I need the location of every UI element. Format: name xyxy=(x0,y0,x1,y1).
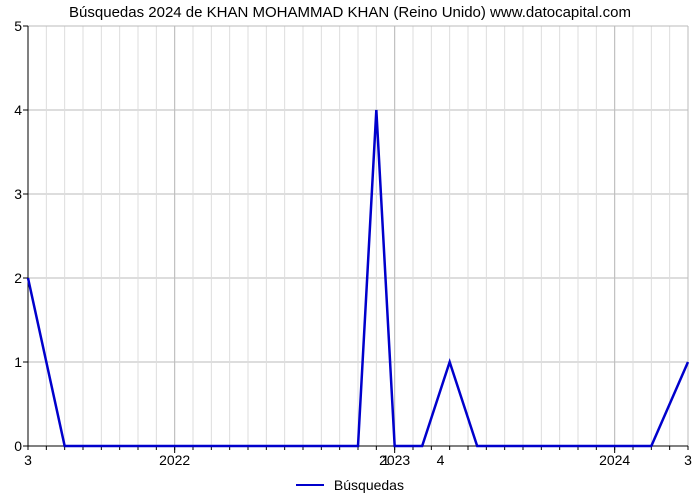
y-tick-label: 2 xyxy=(14,270,28,286)
legend-swatch xyxy=(296,484,324,486)
x-tick-label: 2024 xyxy=(599,446,630,468)
data-point-label: 3 xyxy=(24,446,32,468)
y-tick-label: 1 xyxy=(14,354,28,370)
data-point-label: 3 xyxy=(684,446,692,468)
legend-label: Búsquedas xyxy=(334,477,404,493)
chart-container: Búsquedas 2024 de KHAN MOHAMMAD KHAN (Re… xyxy=(0,0,700,500)
data-point-label: 4 xyxy=(437,446,445,468)
legend: Búsquedas xyxy=(0,476,700,493)
y-tick-label: 5 xyxy=(14,18,28,34)
y-tick-label: 4 xyxy=(14,102,28,118)
chart-svg xyxy=(28,26,688,446)
x-tick-label: 2022 xyxy=(159,446,190,468)
chart-title: Búsquedas 2024 de KHAN MOHAMMAD KHAN (Re… xyxy=(0,4,700,21)
data-point-label: 1 xyxy=(382,446,390,468)
y-tick-label: 3 xyxy=(14,186,28,202)
plot-area: 0123452022202320243143 xyxy=(28,26,688,446)
